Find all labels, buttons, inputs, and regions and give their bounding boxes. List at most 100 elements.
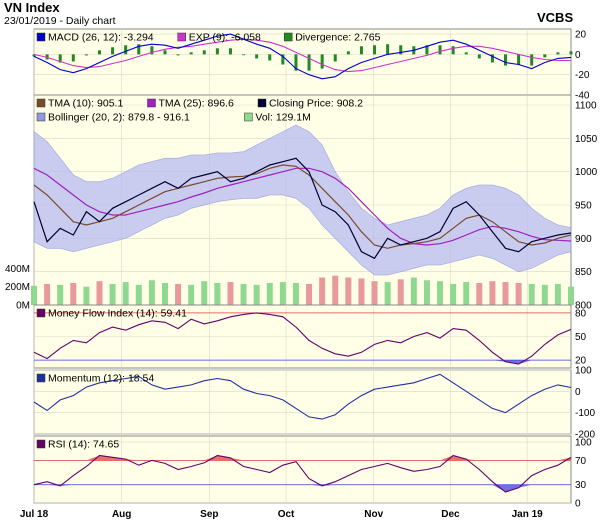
price-ytick-5: 850 [575, 267, 592, 278]
price-ytick-0: 1100 [575, 101, 597, 112]
rsi-ytick-1: 70 [575, 456, 587, 467]
volume-bar-14 [214, 283, 221, 305]
macd-divergence-bar-22 [320, 54, 324, 69]
mfi-legend-swatch-0 [36, 308, 46, 318]
macd-divergence-bar-19 [281, 54, 285, 65]
macd-divergence-bar-3 [71, 54, 75, 62]
volume-bar-10 [161, 283, 168, 305]
rsi-overbought-fill-14 [217, 455, 231, 461]
macd-legend-swatch-0 [36, 32, 46, 42]
macd-divergence-bar-23 [333, 54, 337, 62]
momentum-ytick-3: -200 [575, 430, 595, 441]
closing-price-line [33, 157, 572, 260]
volume-bar-36 [502, 282, 509, 305]
volume-bar-16 [240, 283, 247, 305]
macd-divergence-bar-30 [425, 45, 429, 55]
x-axis-label-3: Oct [278, 509, 295, 520]
macd-divergence-bar-14 [215, 48, 219, 55]
macd-legend-0: MACD (26, 12): -3.294 [48, 32, 154, 44]
volume-bar-39 [541, 284, 548, 305]
macd-legend-1: EXP (9): -6.058 [189, 32, 261, 44]
mfi-oversold-fill-37 [518, 360, 532, 365]
momentum-panel-frame [33, 369, 572, 435]
volume-bar-33 [463, 282, 470, 305]
macd-divergence-bar-34 [477, 54, 481, 59]
volume-bar-40 [554, 283, 561, 305]
macd-ytick-3: -40 [575, 91, 590, 102]
macd-divergence-bar-13 [202, 50, 206, 55]
momentum-legend-swatch-0 [36, 373, 46, 383]
rsi-oversold-fill-35 [492, 484, 506, 493]
x-axis-label-1: Aug [112, 509, 131, 520]
volume-bar-34 [476, 283, 483, 305]
macd-ytick-2: -20 [575, 70, 590, 81]
macd-divergence-bar-37 [517, 54, 521, 65]
macd-divergence-bar-7 [124, 45, 128, 55]
volume-bar-3 [70, 283, 77, 305]
macd-divergence-bar-9 [150, 46, 154, 55]
macd-divergence-bar-8 [137, 44, 141, 55]
x-axis-label-5: Dec [441, 509, 460, 520]
price-legend-swatch-1 [147, 98, 156, 108]
price-ytick-4: 900 [575, 234, 592, 245]
macd-divergence-bar-16 [242, 54, 246, 56]
macd-divergence-bar-17 [255, 54, 259, 59]
macd-divergence-bar-32 [451, 46, 455, 55]
volume-ytick-1: 200M [5, 282, 30, 293]
volume-bar-7 [122, 282, 129, 305]
macd-divergence-bar-11 [176, 54, 180, 56]
macd-exp-line [33, 38, 571, 73]
macd-divergence-bar-26 [373, 45, 377, 55]
rsi-overbought-fill-4 [86, 455, 100, 461]
price-legend-4: Vol: 129.1M [255, 112, 310, 124]
momentum-ytick-2: -100 [575, 408, 595, 419]
macd-divergence-bar-10 [163, 50, 167, 55]
macd-divergence-bar-15 [228, 48, 232, 55]
x-axis-label-0: Jul 18 [20, 509, 49, 520]
volume-bar-0 [31, 285, 37, 305]
volume-bar-37 [515, 283, 522, 305]
price-legend-1: TMA (25): 896.6 [159, 98, 234, 110]
price-legend-swatch-3 [36, 112, 46, 122]
macd-divergence-bar-0 [32, 54, 36, 57]
volume-bar-13 [201, 281, 208, 305]
volume-bar-24 [345, 277, 352, 305]
macd-ytick-0: 20 [575, 30, 587, 41]
macd-divergence-bar-21 [307, 54, 311, 71]
momentum-legend-0: Momentum (12): 18.54 [48, 373, 154, 385]
volume-bar-26 [371, 281, 378, 305]
volume-bar-22 [319, 277, 326, 305]
chart-title: VN Index [4, 0, 60, 15]
macd-divergence-bar-18 [268, 54, 272, 61]
rsi-ytick-3: 0 [575, 499, 581, 510]
price-legend-3: Bollinger (20, 2): 879.8 - 916.1 [48, 112, 190, 124]
volume-bar-31 [437, 281, 444, 305]
volume-bar-4 [83, 286, 90, 305]
macd-divergence-bar-25 [359, 46, 363, 55]
x-axis-label-2: Sep [200, 509, 218, 520]
macd-ytick-1: 0 [575, 50, 581, 61]
tma10-line [33, 164, 572, 249]
momentum-line [33, 373, 572, 420]
rsi-oversold-fill-36 [505, 484, 519, 493]
macd-divergence-bar-12 [189, 52, 193, 55]
rsi-line [33, 454, 572, 493]
rsi-overbought-fill-31 [440, 455, 454, 461]
macd-legend-swatch-2 [283, 32, 293, 42]
macd-divergence-bar-20 [294, 54, 298, 71]
volume-bar-8 [135, 284, 142, 305]
rsi-ytick-0: 100 [575, 438, 592, 449]
volume-bar-27 [384, 282, 391, 305]
macd-divergence-bar-5 [97, 50, 101, 55]
volume-bar-6 [109, 283, 116, 305]
x-axis-label-4: Nov [364, 509, 383, 520]
volume-bar-32 [450, 283, 457, 305]
chart-source: VCBS [537, 10, 573, 25]
chart-subtitle: 23/01/2019 - Daily chart [4, 15, 116, 27]
momentum-ytick-1: 0 [575, 387, 581, 398]
volume-bar-11 [175, 283, 182, 305]
volume-bar-23 [332, 275, 339, 305]
rsi-legend-0: RSI (14): 74.65 [48, 439, 119, 451]
volume-bar-18 [266, 283, 273, 305]
